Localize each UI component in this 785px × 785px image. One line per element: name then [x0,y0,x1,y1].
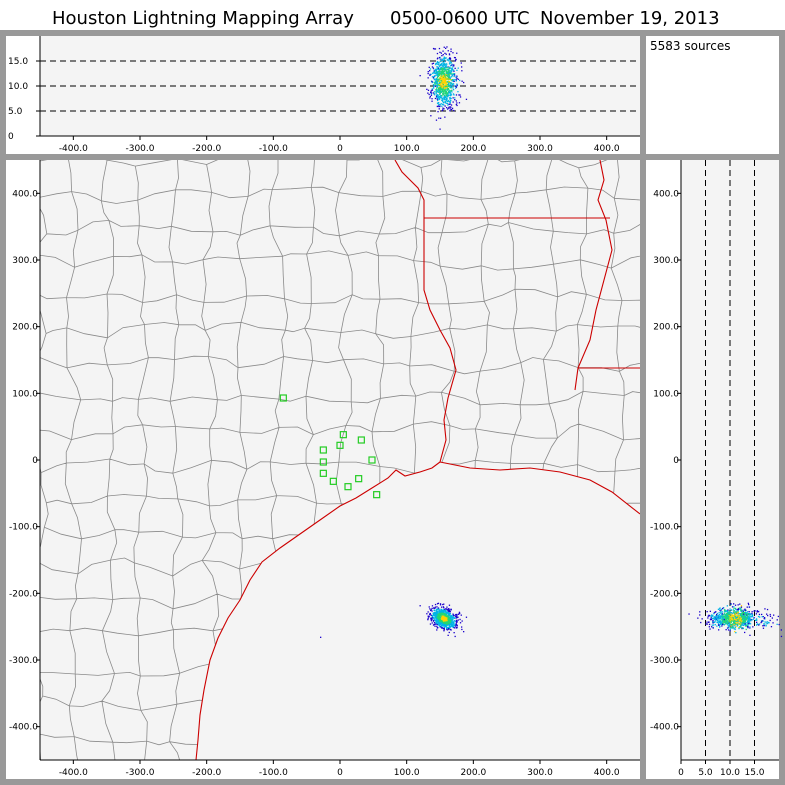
map-y-tick-label: 100.0 [12,389,38,399]
station-marker [373,491,381,499]
right-altitude-tick-label: 10.0 [720,768,740,778]
lma-stations [279,394,381,499]
map-x-tick-label: 400.0 [594,768,620,778]
altitude-x-x-tick-label: -400.0 [59,144,88,154]
info-panel: 5583 sources [646,36,779,154]
altitude-x-source-density [419,46,468,130]
station-marker [319,446,327,454]
plan-view-map: 400.0 300.0 200.0 100.0 0 -100.0 -200.0 -300.0 -… [9,160,640,778]
altitude-x-x-tick-label: -200.0 [192,144,221,154]
right-y-tick-label: -300.0 [650,656,679,666]
altitude-x-x-tick-label: 100.0 [394,144,420,154]
altitude-tick-label: 15.0 [8,57,28,67]
station-marker [319,469,327,477]
gulf-coastline [195,461,640,760]
map-y-tick-label: 400.0 [12,189,38,199]
station-marker [319,458,327,466]
altitude-x-x-tick-label: 400.0 [594,144,620,154]
altitude-tick-label: 5.0 [8,107,23,117]
altitude-vs-x-panel: 0 5.0 10.0 15.0 -400.0 -300.0 -200.0 -100.0 0 10… [8,36,640,154]
map-y-tick-label: -300.0 [9,656,38,666]
station-marker [357,436,365,444]
altitude-tick-label: 10.0 [8,82,28,92]
map-x-tick-label: 300.0 [527,768,553,778]
map-y-tick-label: -100.0 [9,523,38,533]
right-y-tick-label: -400.0 [650,723,679,733]
map-y-tick-label: 0 [32,456,38,466]
map-x-tick-label: 200.0 [460,768,486,778]
map-x-tick-label: -200.0 [192,768,221,778]
station-marker [279,394,287,402]
y-altitude-source-density [688,602,783,638]
right-y-tick-label: 0 [673,456,679,466]
y-vs-altitude-panel: 400.0 300.0 200.0 100.0 0 -100.0 -200.0 -300.0 -… [650,160,783,778]
station-marker [336,441,344,449]
frame-left [0,30,6,785]
title-time-window: 0500-0600 UTC [390,8,530,29]
source-count: 5583 sources [650,39,730,53]
altitude-x-x-tick-label: -300.0 [125,144,154,154]
plan-view-source-density [320,602,468,638]
altitude-x-x-tick-label: 300.0 [527,144,553,154]
station-marker [355,475,363,483]
title-date: November 19, 2013 [540,8,720,29]
right-y-tick-label: -100.0 [650,523,679,533]
station-marker [344,483,352,491]
station-marker [329,477,337,485]
right-y-tick-label: 200.0 [653,323,679,333]
map-y-tick-label: -400.0 [9,723,38,733]
texas-louisiana-border [394,160,457,463]
map-x-tick-label: -100.0 [259,768,288,778]
right-altitude-tick-label: 15.0 [744,768,764,778]
right-y-tick-label: 300.0 [653,256,679,266]
altitude-x-x-tick-label: -100.0 [259,144,288,154]
altitude-tick-label: 0 [8,132,14,142]
altitude-x-x-tick-label: 0 [337,144,343,154]
map-x-tick-label: 0 [337,768,343,778]
map-x-tick-label: 100.0 [394,768,420,778]
mississippi-river-border [574,160,613,391]
map-y-tick-label: 200.0 [12,323,38,333]
map-y-tick-label: -200.0 [9,589,38,599]
right-y-tick-label: 100.0 [653,389,679,399]
right-altitude-tick-label: 5.0 [698,768,713,778]
frame-middle [0,154,785,160]
frame-divider [640,30,646,785]
right-y-tick-label: -200.0 [650,589,679,599]
station-marker [339,431,347,439]
frame-right [779,30,785,785]
altitude-x-x-tick-label: 200.0 [460,144,486,154]
map-x-tick-label: -300.0 [125,768,154,778]
map-y-tick-label: 300.0 [12,256,38,266]
station-marker [368,456,376,464]
right-altitude-tick-label: 0 [678,768,684,778]
map-x-tick-label: -400.0 [59,768,88,778]
right-y-tick-label: 400.0 [653,189,679,199]
frame-bottom [0,779,785,785]
title-network: Houston Lightning Mapping Array [52,8,354,29]
frame-top [0,30,785,36]
